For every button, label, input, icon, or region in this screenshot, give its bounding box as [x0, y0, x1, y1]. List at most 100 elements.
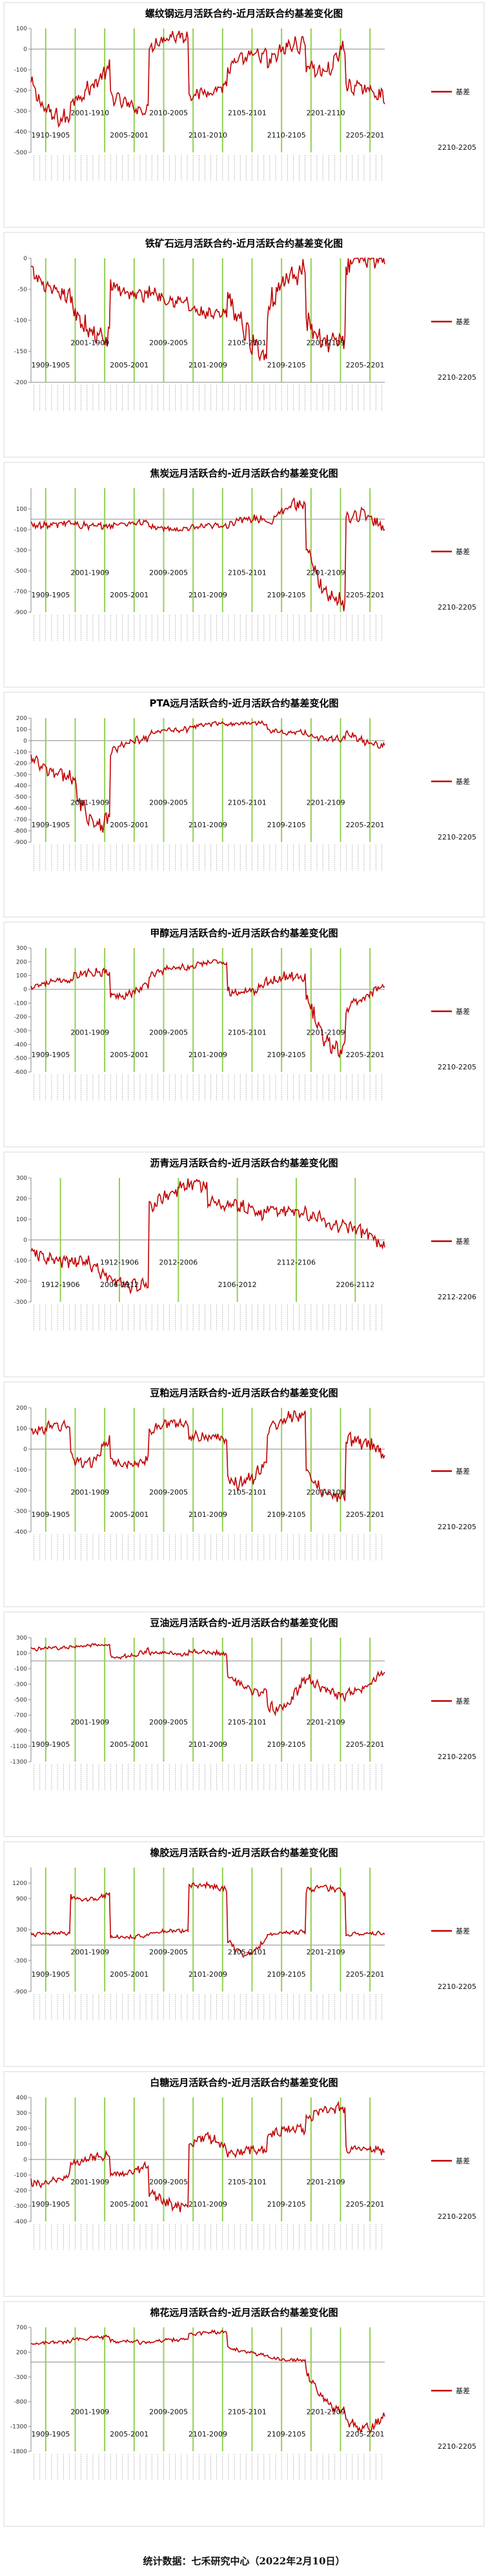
- roll-period-label: 2205-2201: [346, 361, 385, 369]
- y-tick-label: 200: [16, 716, 27, 722]
- roll-period-label: 2005-2001: [110, 1740, 148, 1749]
- x-tick-label-band: [34, 385, 382, 411]
- roll-period-label: 2005-2001: [110, 591, 148, 599]
- y-tick-label: -500: [14, 150, 28, 156]
- roll-period-label: 2001-1909: [70, 1948, 109, 1956]
- next-period-label: 2210-2205: [438, 1753, 476, 1761]
- y-tick-label: 300: [16, 1635, 27, 1642]
- legend-label: 基差: [456, 547, 470, 556]
- chart-title: 沥青远月活跃合约-近月活跃合约基差变化图: [150, 1157, 338, 1169]
- roll-period-label: 1909-1905: [31, 2200, 70, 2209]
- y-tick-label: -300: [14, 772, 28, 778]
- y-tick-label: 200: [16, 2349, 27, 2356]
- roll-period-label: 2001-1909: [70, 1718, 109, 1726]
- roll-period-label: 1912-1906: [41, 1281, 80, 1289]
- roll-period-label: 2009-2005: [149, 568, 188, 577]
- roll-period-label: 1909-1905: [31, 1051, 70, 1059]
- y-tick-label: 0: [23, 2157, 27, 2163]
- y-tick-label: 100: [16, 26, 27, 32]
- y-tick-label: -400: [14, 2219, 28, 2225]
- roll-period-label: 2101-2010: [188, 131, 227, 139]
- next-period-label: 2210-2205: [438, 1523, 476, 1531]
- roll-period-label: 2001-1909: [70, 2407, 109, 2416]
- y-tick-label: -200: [14, 1488, 28, 1494]
- y-tick-label: -300: [14, 1958, 28, 1964]
- roll-period-label: 2009-2005: [149, 1718, 188, 1726]
- roll-period-label: 2201-2109: [307, 568, 345, 577]
- y-tick-label: 700: [16, 2325, 27, 2331]
- roll-period-label: 2001-1909: [70, 1028, 109, 1036]
- roll-period-label: 2112-2106: [277, 1258, 316, 1266]
- basis-series-line: [30, 30, 385, 128]
- legend-label: 基差: [456, 2386, 470, 2395]
- roll-period-label: 2109-2105: [267, 821, 306, 829]
- roll-period-label: 2205-2201: [346, 1970, 385, 1979]
- y-tick-label: -300: [14, 2375, 28, 2381]
- y-tick-label: -900: [14, 1728, 28, 1735]
- roll-period-label: 2001-1909: [70, 2178, 109, 2186]
- y-tick-label: -800: [14, 2399, 28, 2406]
- next-period-label: 2210-2205: [438, 143, 476, 152]
- chart-frame: [3, 1381, 485, 1607]
- y-tick-label: 200: [16, 1196, 27, 1202]
- y-tick-label: 300: [16, 1175, 27, 1182]
- basis-series-line: [30, 256, 385, 362]
- next-period-label: 2212-2206: [438, 1293, 476, 1301]
- roll-period-label: 2101-2009: [188, 2200, 227, 2209]
- roll-period-label: 2201-2110: [307, 108, 345, 117]
- basis-series-line: [30, 720, 385, 833]
- roll-period-label: 1909-1905: [31, 1970, 70, 1979]
- y-tick-label: -200: [14, 1279, 28, 1285]
- roll-period-label: 2010-2005: [149, 108, 188, 117]
- roll-period-label: 2206-2112: [336, 1281, 374, 1289]
- y-tick-label: 100: [16, 1651, 27, 1657]
- roll-period-label: 2005-2001: [110, 131, 148, 139]
- chart-frame: [3, 462, 485, 688]
- roll-period-label: 2201-2109: [307, 338, 345, 347]
- y-tick-label: 100: [16, 973, 27, 980]
- chart-panel-11: 棉花远月活跃合约-近月活跃合约基差变化图 700 200 -300 -800 -1300 -…: [3, 2301, 485, 2527]
- y-tick-label: -300: [14, 2203, 28, 2210]
- legend-label: 基差: [456, 1007, 470, 1016]
- chart-panel-3: 焦炭远月活跃合约-近月活跃合约基差变化图 100 -100 -300 -500 -700 -…: [3, 462, 485, 688]
- y-tick-label: 100: [16, 506, 27, 513]
- chart-title: 白糖远月活跃合约-近月活跃合约基差变化图: [150, 2077, 338, 2088]
- roll-period-label: 1910-1905: [31, 131, 70, 139]
- roll-period-label: 2106-2012: [218, 1281, 257, 1289]
- roll-period-label: 2109-2105: [267, 591, 306, 599]
- roll-period-label: 2110-2105: [267, 131, 306, 139]
- y-tick-label: 200: [16, 2126, 27, 2132]
- roll-period-label: 2009-2005: [149, 2407, 188, 2416]
- roll-period-label: 1909-1905: [31, 821, 70, 829]
- legend-label: 基差: [456, 2156, 470, 2165]
- y-tick-label: -400: [14, 783, 28, 790]
- chart-panel-4: PTA远月活跃合约-近月活跃合约基差变化图 200 100 0 -100 -200 -300…: [3, 692, 485, 918]
- x-tick-label-band: [34, 845, 382, 871]
- roll-period-label: 2101-2009: [188, 2430, 227, 2438]
- roll-period-label: 2009-2005: [149, 1488, 188, 1496]
- y-tick-label: 1200: [12, 1880, 27, 1887]
- roll-period-label: 2101-2009: [188, 821, 227, 829]
- y-tick-label: 100: [16, 1426, 27, 1432]
- y-tick-label: -700: [14, 589, 28, 595]
- y-tick-label: -300: [14, 1028, 28, 1035]
- roll-period-label: 2105-2101: [228, 1948, 267, 1956]
- roll-period-label: 2105-2101: [228, 1488, 267, 1496]
- roll-period-label: 2205-2201: [346, 2200, 385, 2209]
- chart-panel-7: 豆粕远月活跃合约-近月活跃合约基差变化图 200 100 0 -100 -200 -300 -…: [3, 1381, 485, 1607]
- y-tick-label: -200: [14, 761, 28, 767]
- roll-period-label: 2109-2105: [267, 1051, 306, 1059]
- roll-period-label: 2101-2009: [188, 361, 227, 369]
- roll-period-label: 2005-2001: [110, 361, 148, 369]
- roll-period-label: 2201-2109: [307, 1718, 345, 1726]
- next-period-label: 2210-2205: [438, 2442, 476, 2451]
- y-tick-label: 0: [23, 738, 27, 745]
- y-tick-label: -1300: [10, 2424, 27, 2431]
- roll-period-label: 2201-2109: [307, 2178, 345, 2186]
- basis-series-line: [30, 2329, 385, 2433]
- y-tick-label: 300: [16, 2110, 27, 2117]
- legend-label: 基差: [456, 777, 470, 786]
- roll-period-label: 2001-1909: [70, 798, 109, 807]
- roll-period-label: 2001-1909: [70, 338, 109, 347]
- basis-series-line: [30, 2100, 385, 2212]
